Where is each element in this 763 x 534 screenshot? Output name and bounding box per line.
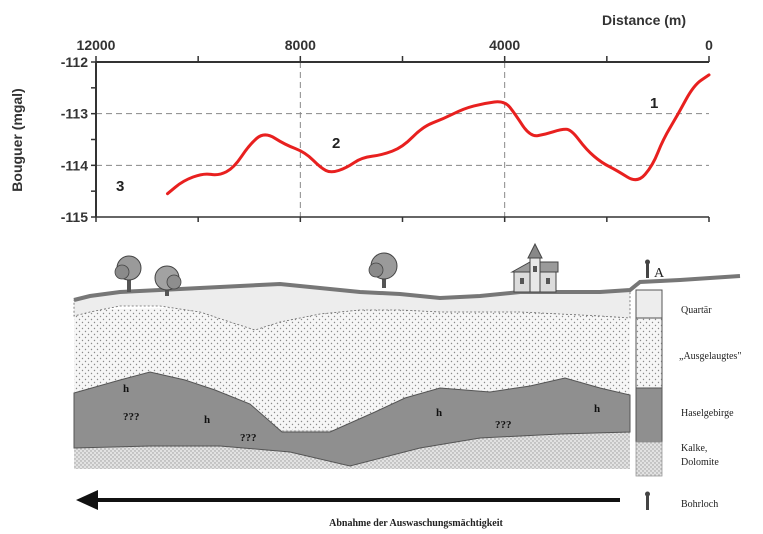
salt-mark: h (204, 414, 210, 426)
annotation-2: 2 (332, 135, 340, 152)
decrease-arrow (76, 490, 620, 510)
cross-section: h h h h h ??? ??? ??? A Quartär „Ausgela… (73, 242, 741, 529)
haselgebirge-layer (73, 371, 631, 467)
series-layer (166, 73, 711, 196)
unknown-mark: ??? (495, 419, 512, 431)
unknown-mark: ??? (240, 432, 257, 444)
bohrloch-icon (645, 491, 650, 510)
salt-mark: h (594, 403, 600, 415)
grid-lines (96, 62, 709, 217)
salt-mark: h (123, 383, 129, 395)
axes (91, 56, 710, 222)
tick-labels: 12000 8000 4000 0 -112 -113 -114 -115 (61, 37, 713, 225)
church-icon (510, 242, 559, 293)
salt-mark: h (436, 407, 442, 419)
x-tick-label: 4000 (489, 37, 520, 53)
bouguer-anomaly-line (166, 73, 711, 196)
legend-column (635, 289, 663, 477)
y-tick-label: -113 (61, 106, 88, 122)
x-axis-label: Distance (m) (602, 12, 686, 28)
x-tick-label: 8000 (285, 37, 316, 53)
arrow-caption: Abnahme der Auswaschungsmächtigkeit (329, 518, 503, 529)
legend-dolomite: Dolomite (681, 457, 719, 468)
y-tick-label: -115 (61, 209, 88, 225)
well-icon (645, 259, 650, 278)
gravity-chart: Distance (m) Bouguer (mgal) 12000 8000 400… (9, 12, 713, 225)
well-label: A (654, 266, 665, 281)
legend-quartar: Quartär (681, 305, 712, 316)
y-tick-label: -112 (61, 54, 88, 70)
legend-ausgelaugt: „Ausgelaugtes" (679, 351, 741, 362)
y-axis-label: Bouguer (mgal) (9, 88, 25, 191)
annotation-3: 3 (116, 178, 124, 195)
y-tick-label: -114 (61, 157, 88, 173)
legend-haselgebirge: Haselgebirge (681, 408, 734, 419)
tree-icon (154, 265, 182, 296)
x-tick-label: 0 (705, 37, 713, 53)
legend-bohrloch: Bohrloch (681, 499, 718, 510)
unknown-mark: ??? (123, 411, 140, 423)
tree-icon (368, 252, 398, 288)
legend-kalke: Kalke, (681, 443, 707, 454)
annotation-1: 1 (650, 95, 658, 112)
tree-icon (114, 255, 142, 292)
x-tick-label: 12000 (77, 37, 116, 53)
